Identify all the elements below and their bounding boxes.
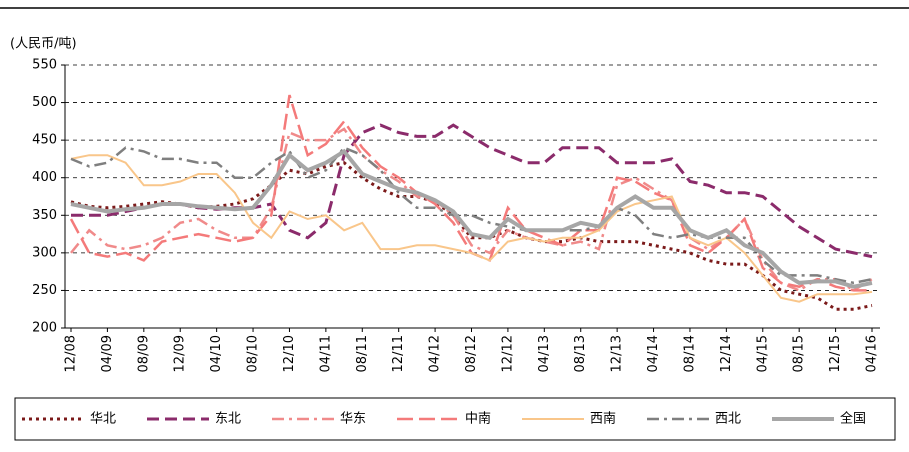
y-tick-label: 450 bbox=[32, 133, 57, 148]
y-tick-label: 200 bbox=[32, 321, 57, 336]
legend-box bbox=[14, 397, 896, 441]
series-line bbox=[70, 154, 873, 303]
x-tick-label: 12/08 bbox=[64, 335, 79, 372]
x-tick-label: 04/14 bbox=[646, 335, 661, 372]
x-tick-label: 12/12 bbox=[500, 335, 515, 372]
y-tick-label: 250 bbox=[32, 283, 57, 298]
x-tick-label: 04/10 bbox=[209, 335, 224, 372]
series-line bbox=[70, 148, 873, 289]
x-tick-label: 04/15 bbox=[755, 335, 770, 372]
legend-label: 西南 bbox=[590, 411, 616, 427]
y-tick-label: 400 bbox=[32, 170, 57, 185]
x-tick-label: 12/09 bbox=[173, 335, 188, 372]
legend-label: 西北 bbox=[715, 412, 741, 427]
legend-label: 东北 bbox=[215, 412, 241, 427]
x-tick-label: 04/12 bbox=[428, 335, 443, 372]
x-tick-label: 12/14 bbox=[719, 335, 734, 372]
series-line bbox=[70, 146, 873, 285]
legend-label: 全国 bbox=[840, 411, 866, 427]
x-tick-label: 12/11 bbox=[391, 335, 406, 372]
x-tick-label: 08/12 bbox=[464, 335, 479, 372]
x-tick-label: 04/11 bbox=[318, 335, 333, 372]
y-tick-label: 300 bbox=[32, 245, 57, 260]
x-tick-label: 08/09 bbox=[136, 335, 151, 372]
legend-label: 中南 bbox=[465, 411, 491, 427]
x-tick-label: 08/13 bbox=[573, 335, 588, 372]
x-tick-label: 12/15 bbox=[828, 335, 843, 372]
x-tick-label: 04/13 bbox=[537, 335, 552, 372]
y-tick-label: 350 bbox=[32, 208, 57, 223]
x-tick-label: 04/16 bbox=[865, 335, 880, 372]
x-tick-label: 08/14 bbox=[682, 335, 697, 372]
x-tick-label: 08/11 bbox=[355, 335, 370, 372]
x-tick-label: 04/09 bbox=[100, 335, 115, 372]
x-tick-label: 12/10 bbox=[282, 335, 297, 372]
x-tick-label: 08/10 bbox=[246, 335, 261, 372]
x-tick-label: 12/13 bbox=[610, 335, 625, 372]
y-tick-label: 500 bbox=[32, 95, 57, 110]
y-tick-label: 550 bbox=[32, 58, 57, 73]
legend-label: 华北 bbox=[90, 412, 116, 427]
x-tick-label: 08/15 bbox=[792, 335, 807, 372]
legend-label: 华东 bbox=[340, 412, 366, 427]
series-line bbox=[70, 127, 873, 292]
y-axis-label: (人民币/吨) bbox=[10, 37, 77, 52]
